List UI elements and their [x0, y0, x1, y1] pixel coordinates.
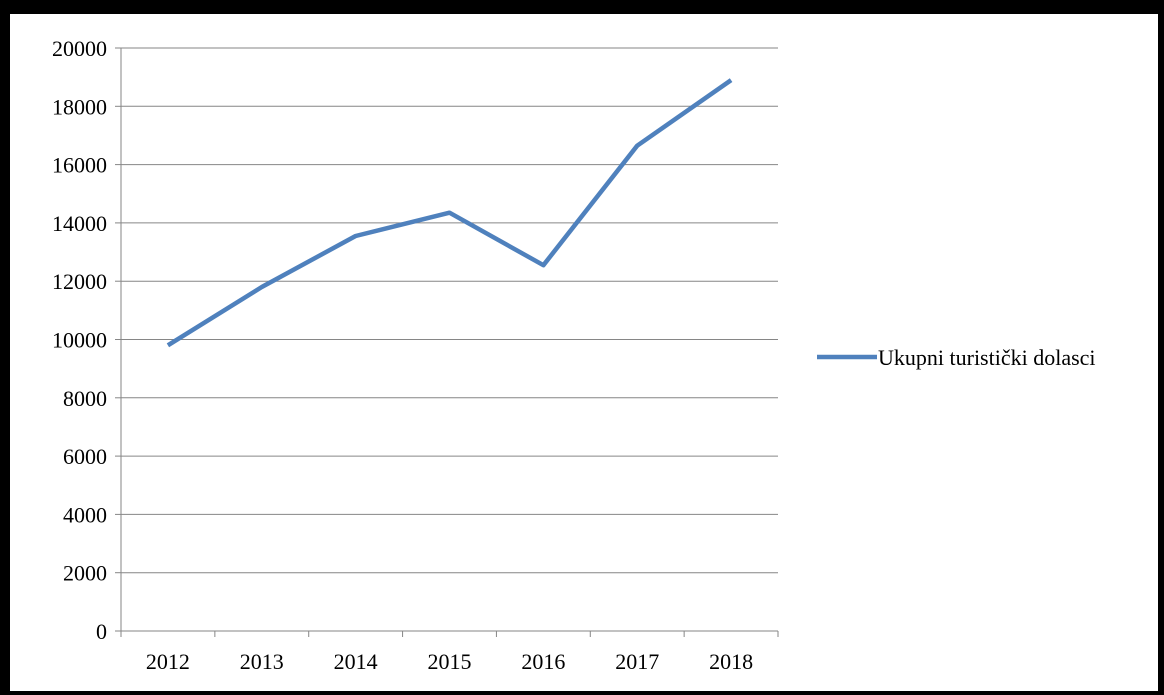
- y-tick-label-0: 0: [96, 619, 107, 644]
- y-axis-tick-labels: 0 2000 4000 6000 8000 10000 12000 14000 16000 180…: [52, 36, 107, 644]
- x-tick-label-2016: 2016: [521, 649, 565, 674]
- y-tick-label-6000: 6000: [63, 444, 107, 469]
- y-tick-label-12000: 12000: [52, 269, 107, 294]
- y-tick-label-18000: 18000: [52, 94, 107, 119]
- legend: Ukupni turistički dolasci: [817, 345, 1096, 370]
- x-tick-label-2013: 2013: [240, 649, 284, 674]
- y-tick-label-14000: 14000: [52, 211, 107, 236]
- x-tick-label-2015: 2015: [428, 649, 472, 674]
- y-tick-label-16000: 16000: [52, 153, 107, 178]
- chart-area: [10, 14, 1158, 691]
- y-tick-label-20000: 20000: [52, 36, 107, 61]
- y-tick-label-4000: 4000: [63, 502, 107, 527]
- x-tick-label-2017: 2017: [615, 649, 659, 674]
- x-axis-tick-labels: 2012 2013 2014 2015 2016 2017 2018: [146, 649, 753, 674]
- y-tick-label-2000: 2000: [63, 561, 107, 586]
- gridlines: [121, 47, 778, 574]
- legend-label: Ukupni turistički dolasci: [878, 345, 1096, 370]
- y-tick-label-8000: 8000: [63, 386, 107, 411]
- data-series: [166, 78, 733, 348]
- x-tick-label-2012: 2012: [146, 649, 190, 674]
- x-tick-label-2014: 2014: [334, 649, 378, 674]
- x-tick-label-2018: 2018: [709, 649, 753, 674]
- axes: [115, 47, 779, 637]
- y-tick-label-10000: 10000: [52, 328, 107, 353]
